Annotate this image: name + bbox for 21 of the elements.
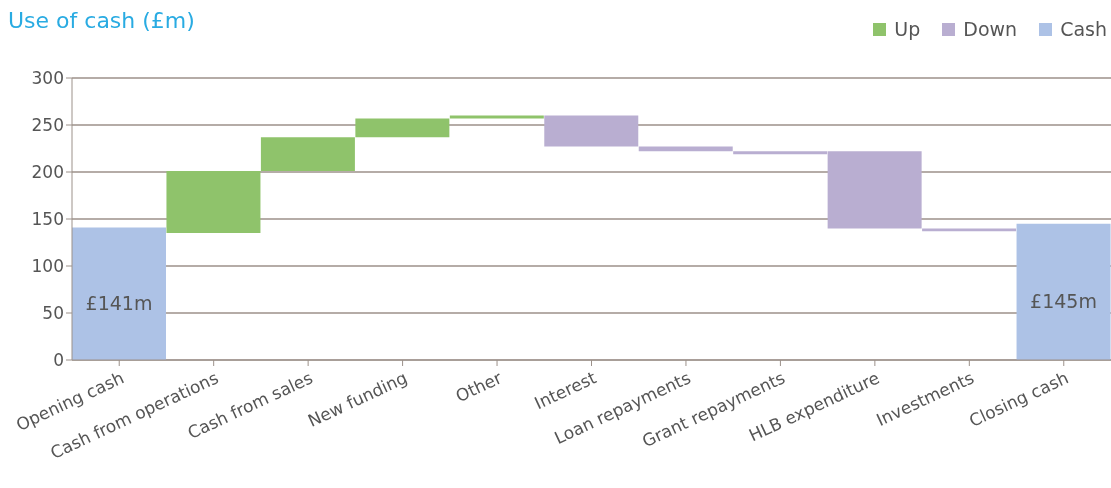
bar: [355, 118, 450, 138]
y-tick-label: 150: [31, 209, 64, 230]
y-tick-label: 0: [53, 350, 64, 371]
data-label: £141m: [85, 291, 153, 314]
bar: [544, 115, 639, 147]
y-tick-label: 250: [31, 115, 64, 136]
legend-label: Down: [963, 18, 1018, 40]
y-tick-label: 50: [42, 303, 64, 324]
bar: [1016, 223, 1111, 360]
data-label: £145m: [1030, 290, 1097, 313]
bar: [922, 228, 1017, 232]
x-tick-label: Other: [452, 367, 505, 407]
y-tick-label: 300: [31, 68, 64, 89]
bar: [260, 137, 355, 172]
bar: [166, 171, 261, 234]
y-tick-label: 100: [31, 256, 64, 277]
chart-title: Use of cash (£m): [8, 8, 195, 33]
bar: [72, 227, 166, 360]
y-tick-label: 200: [31, 162, 64, 183]
legend-label: Up: [894, 18, 921, 40]
legend-label: Cash: [1060, 18, 1107, 40]
